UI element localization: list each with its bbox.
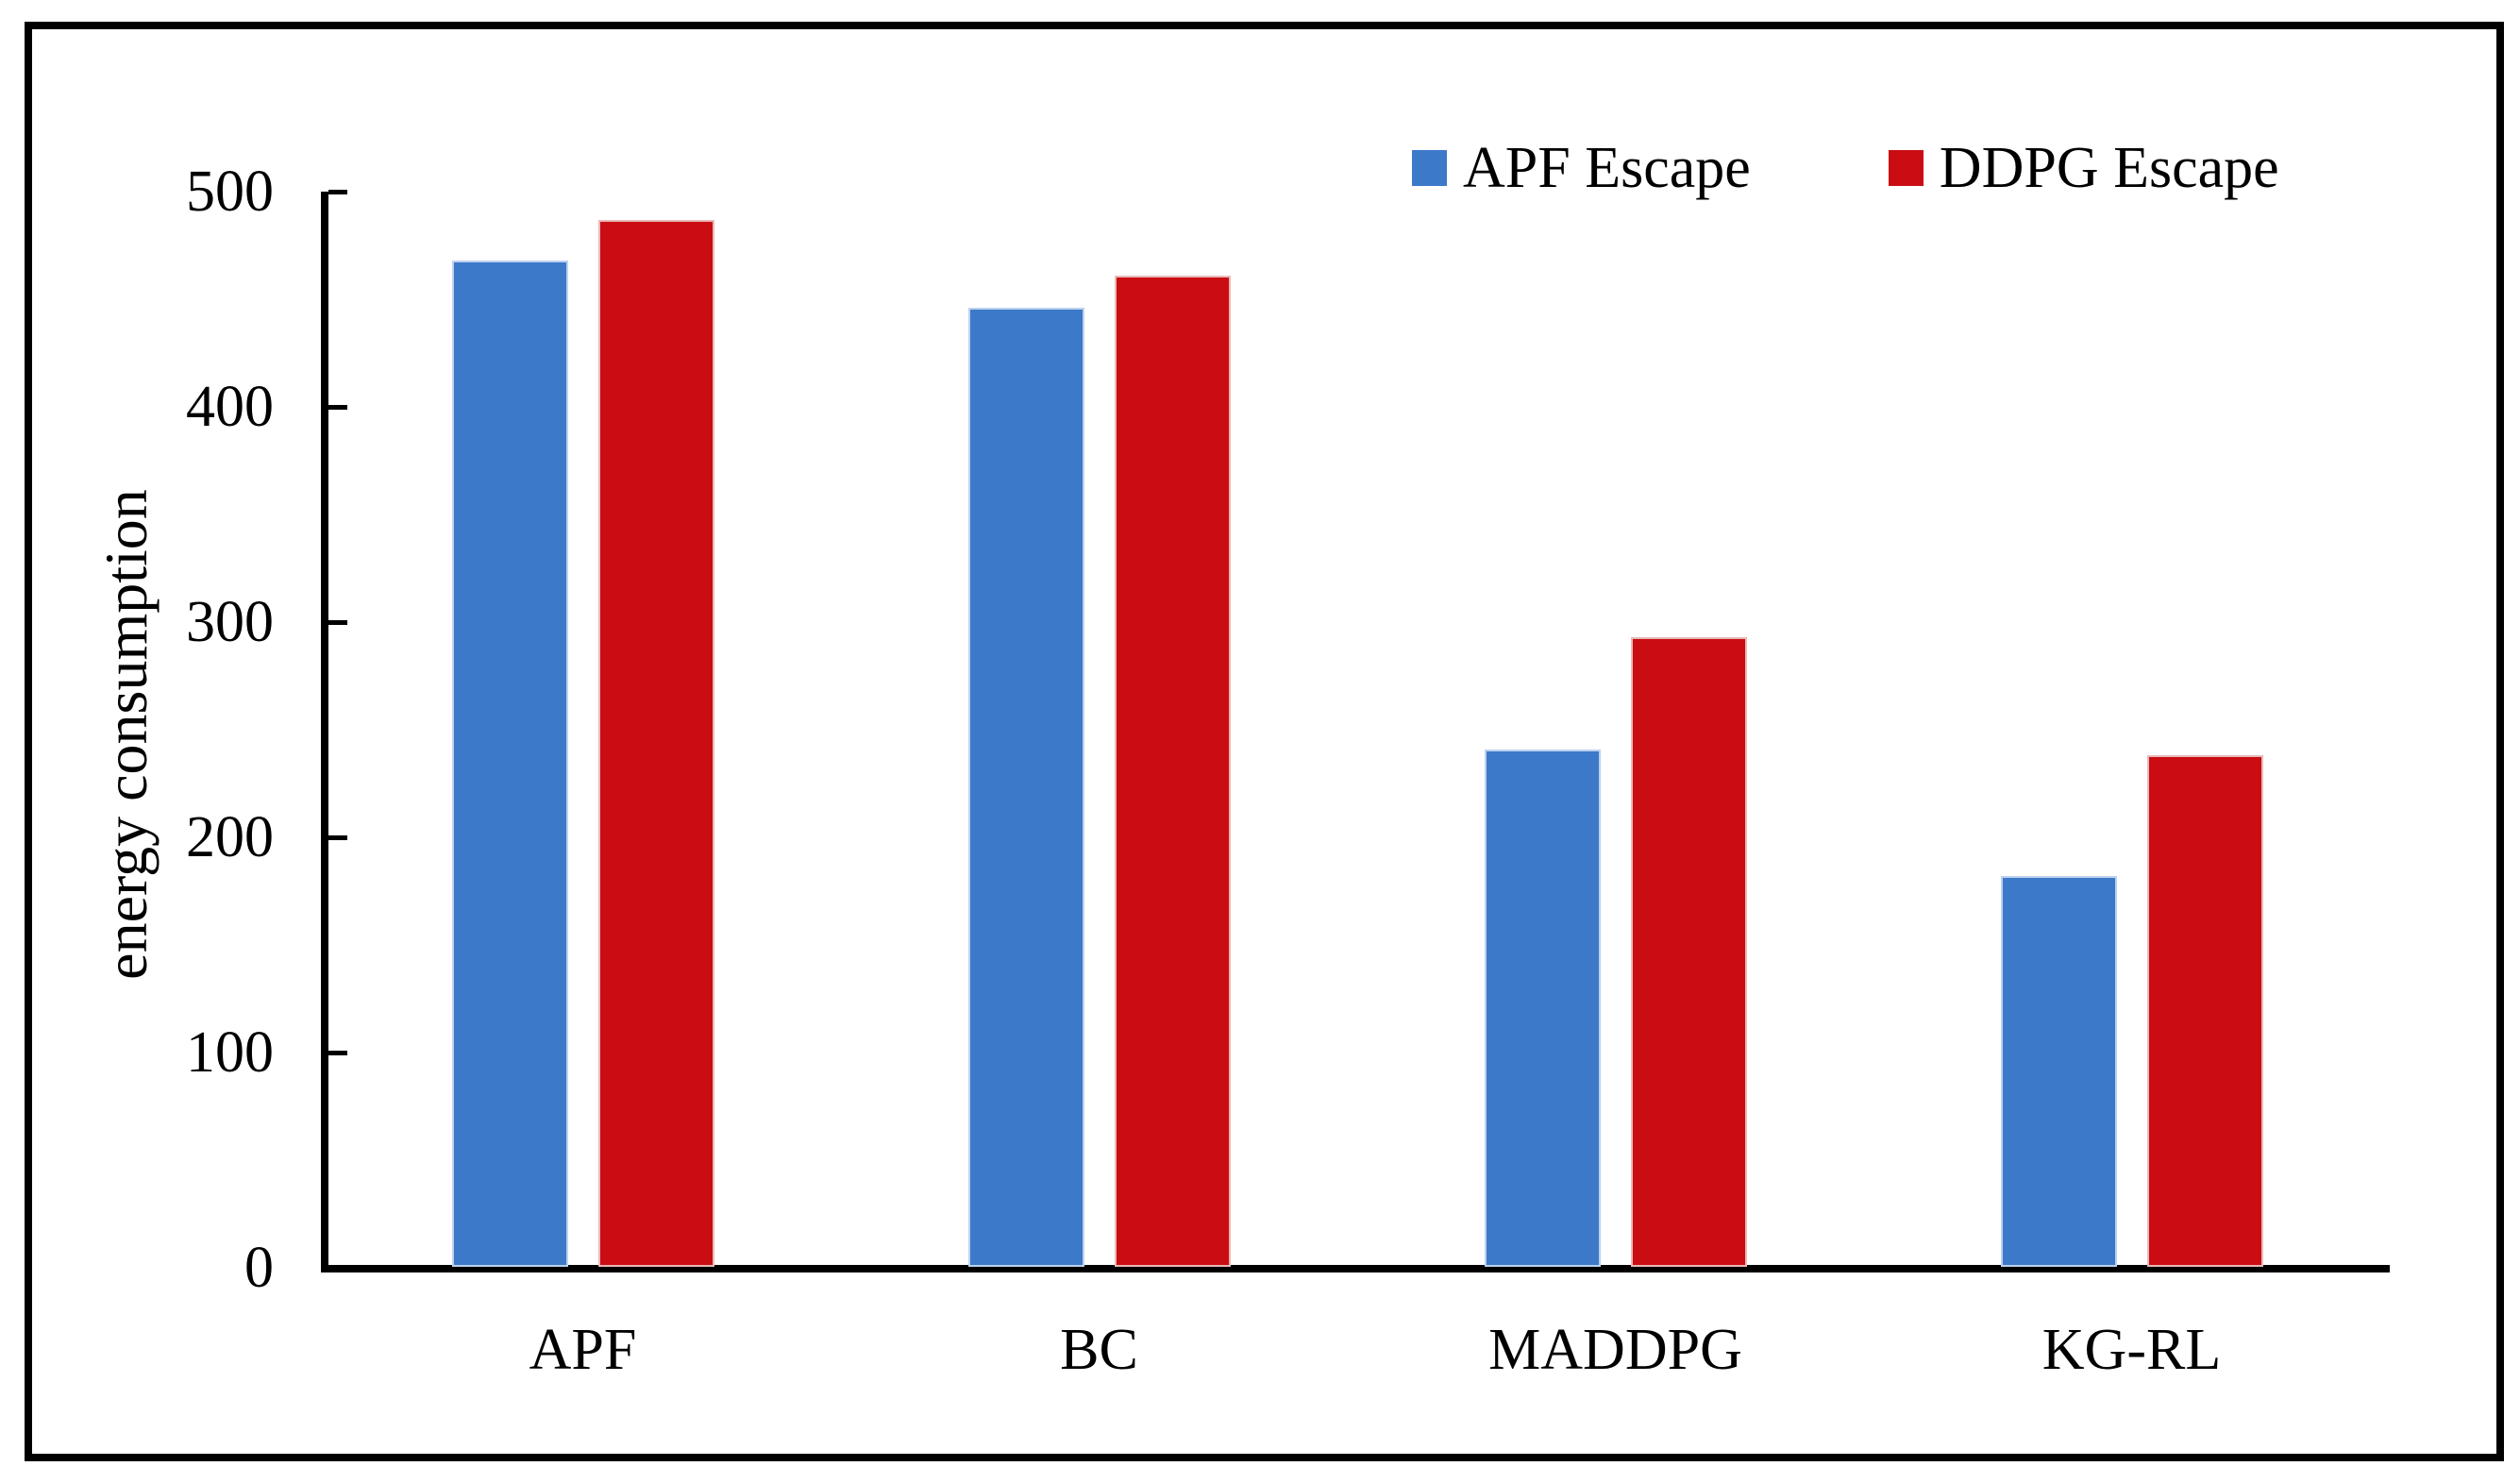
y-tick-mark-300 xyxy=(328,620,347,625)
chart-frame xyxy=(25,22,2504,1461)
y-tick-mark-100 xyxy=(328,1051,347,1055)
legend-label-ddpg-escape: DDPG Escape xyxy=(1939,135,2279,200)
x-category-label-kg-rl: KG-RL xyxy=(2041,1318,2222,1382)
x-category-label-bc: BC xyxy=(1060,1318,1138,1382)
y-tick-label-200: 200 xyxy=(186,805,274,869)
bar-apf-escape-maddpg xyxy=(1484,749,1601,1267)
x-category-label-apf: APF xyxy=(529,1318,637,1382)
bar-ddpg-escape-kg-rl xyxy=(2146,755,2263,1267)
x-category-label-maddpg: MADDPG xyxy=(1488,1318,1742,1382)
bar-ddpg-escape-apf xyxy=(597,219,714,1267)
y-tick-label-400: 400 xyxy=(186,375,274,439)
legend-label-apf-escape: APF Escape xyxy=(1463,135,1751,200)
x-axis-line xyxy=(321,1265,2390,1272)
legend: APF Escape DDPG Escape xyxy=(1412,132,2279,204)
bar-apf-escape-bc xyxy=(967,308,1084,1267)
bar-ddpg-escape-bc xyxy=(1114,275,1231,1267)
y-tick-label-300: 300 xyxy=(186,590,274,654)
legend-swatch-ddpg-escape xyxy=(1888,150,1924,186)
y-tick-label-0: 0 xyxy=(244,1236,274,1300)
y-axis-line xyxy=(321,192,328,1272)
bar-ddpg-escape-maddpg xyxy=(1630,636,1747,1267)
y-tick-mark-500 xyxy=(328,190,347,194)
bar-apf-escape-kg-rl xyxy=(2000,876,2117,1267)
y-tick-mark-400 xyxy=(328,405,347,410)
y-axis-title: energy consumption xyxy=(92,489,160,980)
legend-swatch-apf-escape xyxy=(1412,150,1447,186)
y-tick-label-100: 100 xyxy=(186,1020,274,1085)
legend-item-ddpg-escape: DDPG Escape xyxy=(1888,132,2279,204)
y-tick-label-500: 500 xyxy=(186,160,274,224)
y-tick-mark-200 xyxy=(328,835,347,840)
legend-item-apf-escape: APF Escape xyxy=(1412,132,1751,204)
bar-apf-escape-apf xyxy=(451,260,568,1267)
